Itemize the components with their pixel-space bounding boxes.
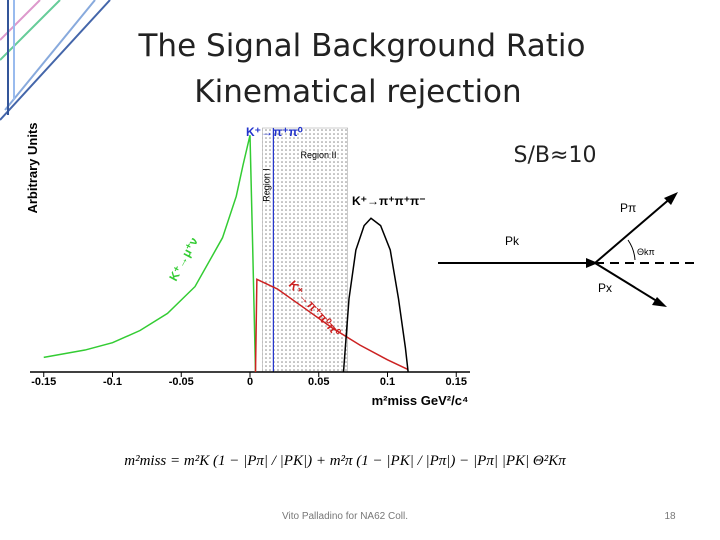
x-tick-label: 0.1 (380, 376, 395, 388)
formula: m²miss = m²K (1 − |Pπ| / |PK|) + m²π (1 … (124, 453, 566, 469)
diagram-label: Θkπ (637, 247, 655, 257)
x-tick-label: 0 (247, 376, 253, 388)
series-line (342, 217, 409, 373)
ppi-arrow (594, 196, 673, 264)
y-axis-label: Arbitrary Units (25, 122, 40, 213)
arrow-head (664, 192, 678, 205)
series-line (254, 278, 409, 373)
x-tick-label: -0.1 (103, 376, 122, 388)
x-axis-label: m²miss GeV²/c⁴ (372, 393, 469, 408)
x-tick-label: -0.15 (31, 376, 56, 388)
deco-line (0, 0, 41, 41)
angle-arc (627, 239, 636, 261)
title: Kinematical rejection (194, 74, 521, 110)
kinematics-diagram (438, 192, 700, 307)
diagram-label: Px (598, 281, 612, 295)
series-label: K⁺→π⁺π⁰ (246, 125, 303, 139)
deco-line (0, 0, 61, 61)
deco-line (4, 0, 96, 111)
series-label: K⁺→π⁺π⁺π⁻ (352, 194, 426, 208)
diagram-label: Pπ (620, 201, 636, 215)
arrow-head (652, 297, 667, 307)
region-label: Region I (261, 168, 271, 202)
x-tick-label: 0.15 (446, 376, 467, 388)
page-number: 18 (664, 511, 676, 522)
region-label: Region II (300, 150, 336, 160)
sb-label: S/B≈10 (514, 143, 597, 168)
arrow-head (586, 258, 598, 268)
px-arrow (594, 262, 661, 304)
x-tick-label: -0.05 (169, 376, 194, 388)
x-tick-label: 0.05 (308, 376, 329, 388)
title: The Signal Background Ratio (138, 28, 586, 64)
diagram-label: Pk (505, 234, 520, 248)
corner-decoration (0, 0, 111, 121)
footer: Vito Palladino for NA62 Coll. (282, 511, 408, 522)
region (262, 127, 274, 373)
region (273, 127, 348, 373)
deco-line (0, 0, 111, 121)
series-line (43, 135, 257, 373)
